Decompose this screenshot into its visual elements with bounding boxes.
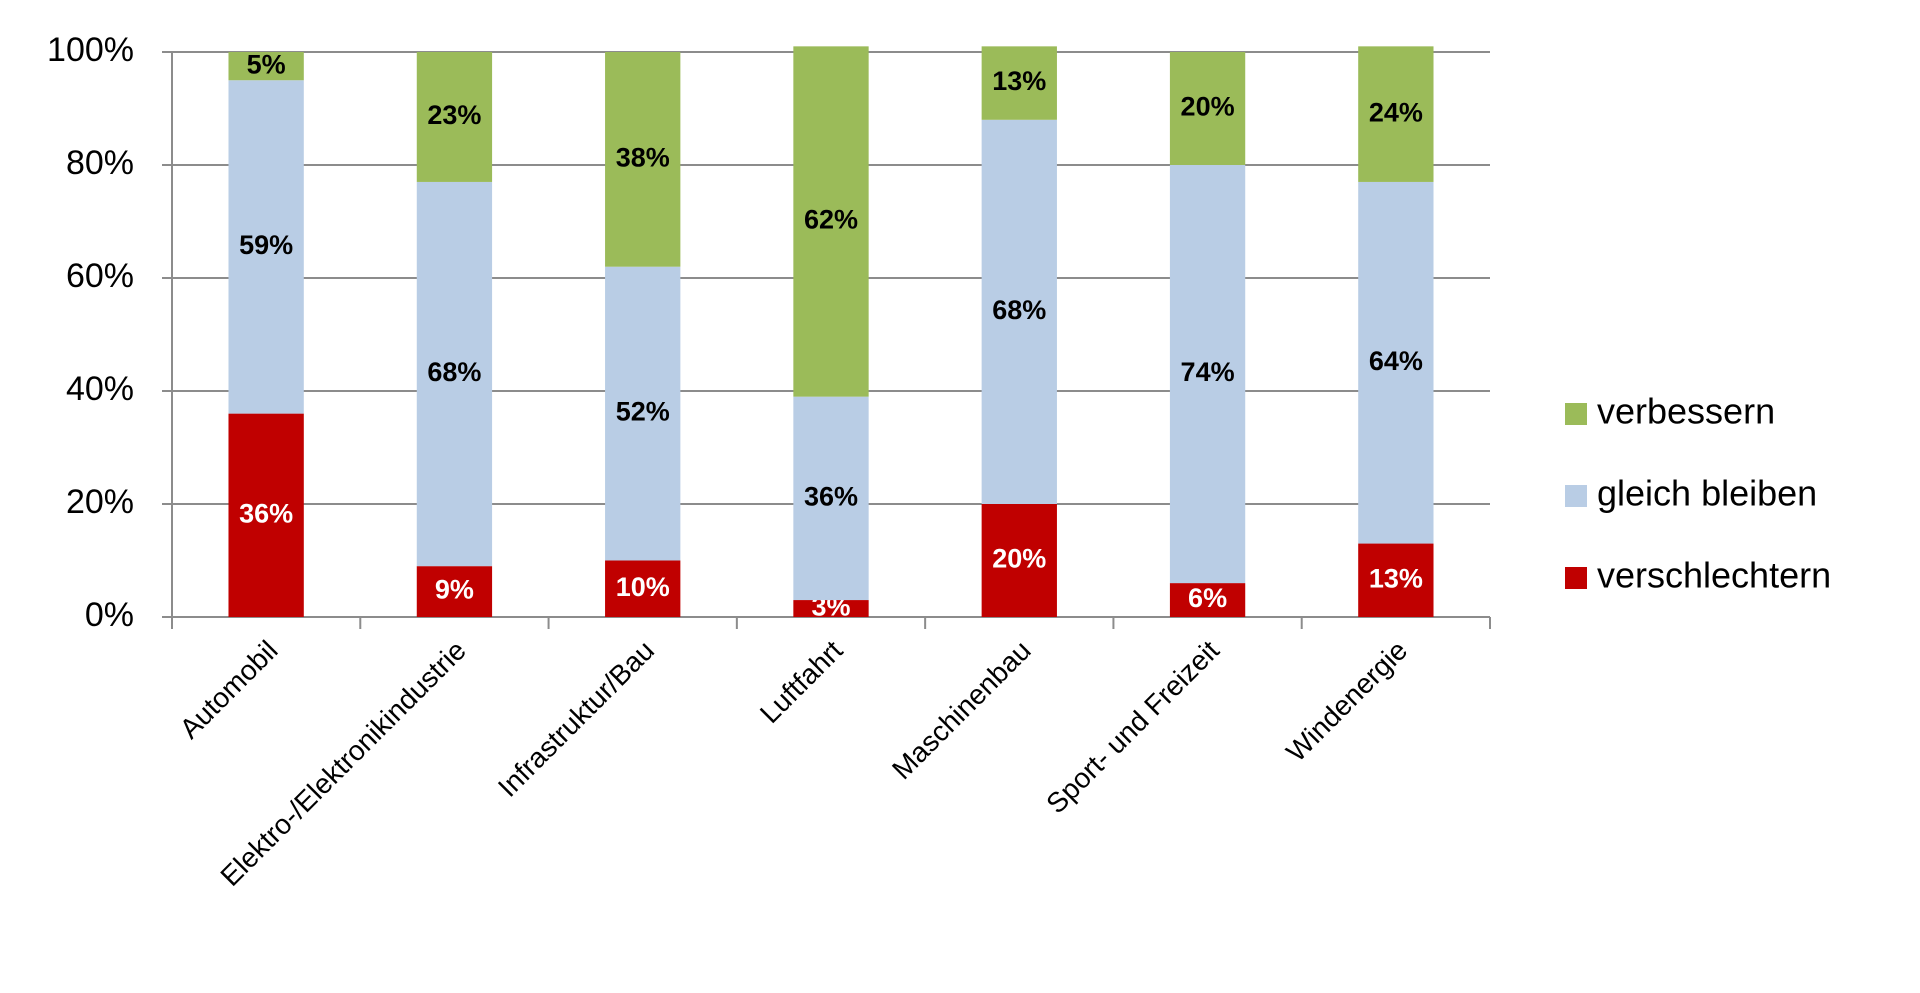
data-label: 23% <box>427 100 481 130</box>
legend-label: verbessern <box>1597 391 1775 432</box>
bar-segment <box>1169 52 1246 165</box>
bar-segment <box>793 46 869 397</box>
bar-segment <box>228 80 304 414</box>
x-tick-label: Windenergie <box>1280 635 1413 768</box>
data-label: 13% <box>1369 563 1423 593</box>
x-tick-label: Luftfahrt <box>754 634 849 729</box>
data-label: 5% <box>247 49 286 79</box>
bar-segment <box>416 181 493 567</box>
x-tick-label: Sport- und Freizeit <box>1040 634 1225 819</box>
bar-segment <box>1169 165 1246 584</box>
data-label: 38% <box>616 142 670 172</box>
bar-segment <box>228 52 304 81</box>
x-tick-label: Infrastruktur/Bau <box>492 635 660 803</box>
data-label: 24% <box>1369 97 1423 127</box>
bar-segment <box>416 52 493 182</box>
x-tick-label: Automobil <box>174 635 284 745</box>
data-label: 68% <box>427 357 481 387</box>
data-label: 36% <box>804 481 858 511</box>
bar-segment <box>793 600 869 617</box>
bar-segment <box>605 266 681 561</box>
data-label: 64% <box>1369 346 1423 376</box>
bar-segment <box>793 396 869 601</box>
data-label: 13% <box>992 66 1046 96</box>
y-tick-label: 80% <box>66 144 134 182</box>
data-label: 36% <box>239 498 293 528</box>
y-tick-label: 20% <box>66 483 134 521</box>
legend-label: verschlechtern <box>1597 555 1831 596</box>
legend-label: gleich bleiben <box>1597 473 1817 514</box>
data-label: 59% <box>239 230 293 260</box>
bar-segment <box>1358 543 1434 617</box>
bar-segment <box>416 566 493 617</box>
data-label: 6% <box>1188 583 1227 613</box>
y-tick-label: 40% <box>66 370 134 408</box>
data-label: 20% <box>1181 92 1235 122</box>
data-label: 62% <box>804 205 858 235</box>
data-label: 10% <box>616 572 670 602</box>
y-tick-label: 60% <box>66 257 134 295</box>
bar-segment <box>981 119 1057 505</box>
bar-segment <box>1169 583 1246 617</box>
legend-swatch <box>1565 403 1587 425</box>
data-label: 9% <box>435 575 474 605</box>
data-label: 74% <box>1181 357 1235 387</box>
data-label: 52% <box>616 397 670 427</box>
y-tick-label: 0% <box>85 596 134 634</box>
data-label: 20% <box>992 544 1046 574</box>
x-tick-label: Maschinenbau <box>886 635 1037 786</box>
legend-swatch <box>1565 567 1587 589</box>
y-tick-label: 100% <box>47 31 134 69</box>
bar-segment <box>981 46 1057 120</box>
bar-segment <box>1358 46 1434 182</box>
data-label: 68% <box>992 295 1046 325</box>
bar-segment <box>981 504 1057 617</box>
bar-segment <box>605 560 681 617</box>
bar-segment <box>1358 181 1434 544</box>
bar-segment <box>228 413 304 617</box>
bar-segment <box>605 52 681 267</box>
legend-swatch <box>1565 485 1587 507</box>
